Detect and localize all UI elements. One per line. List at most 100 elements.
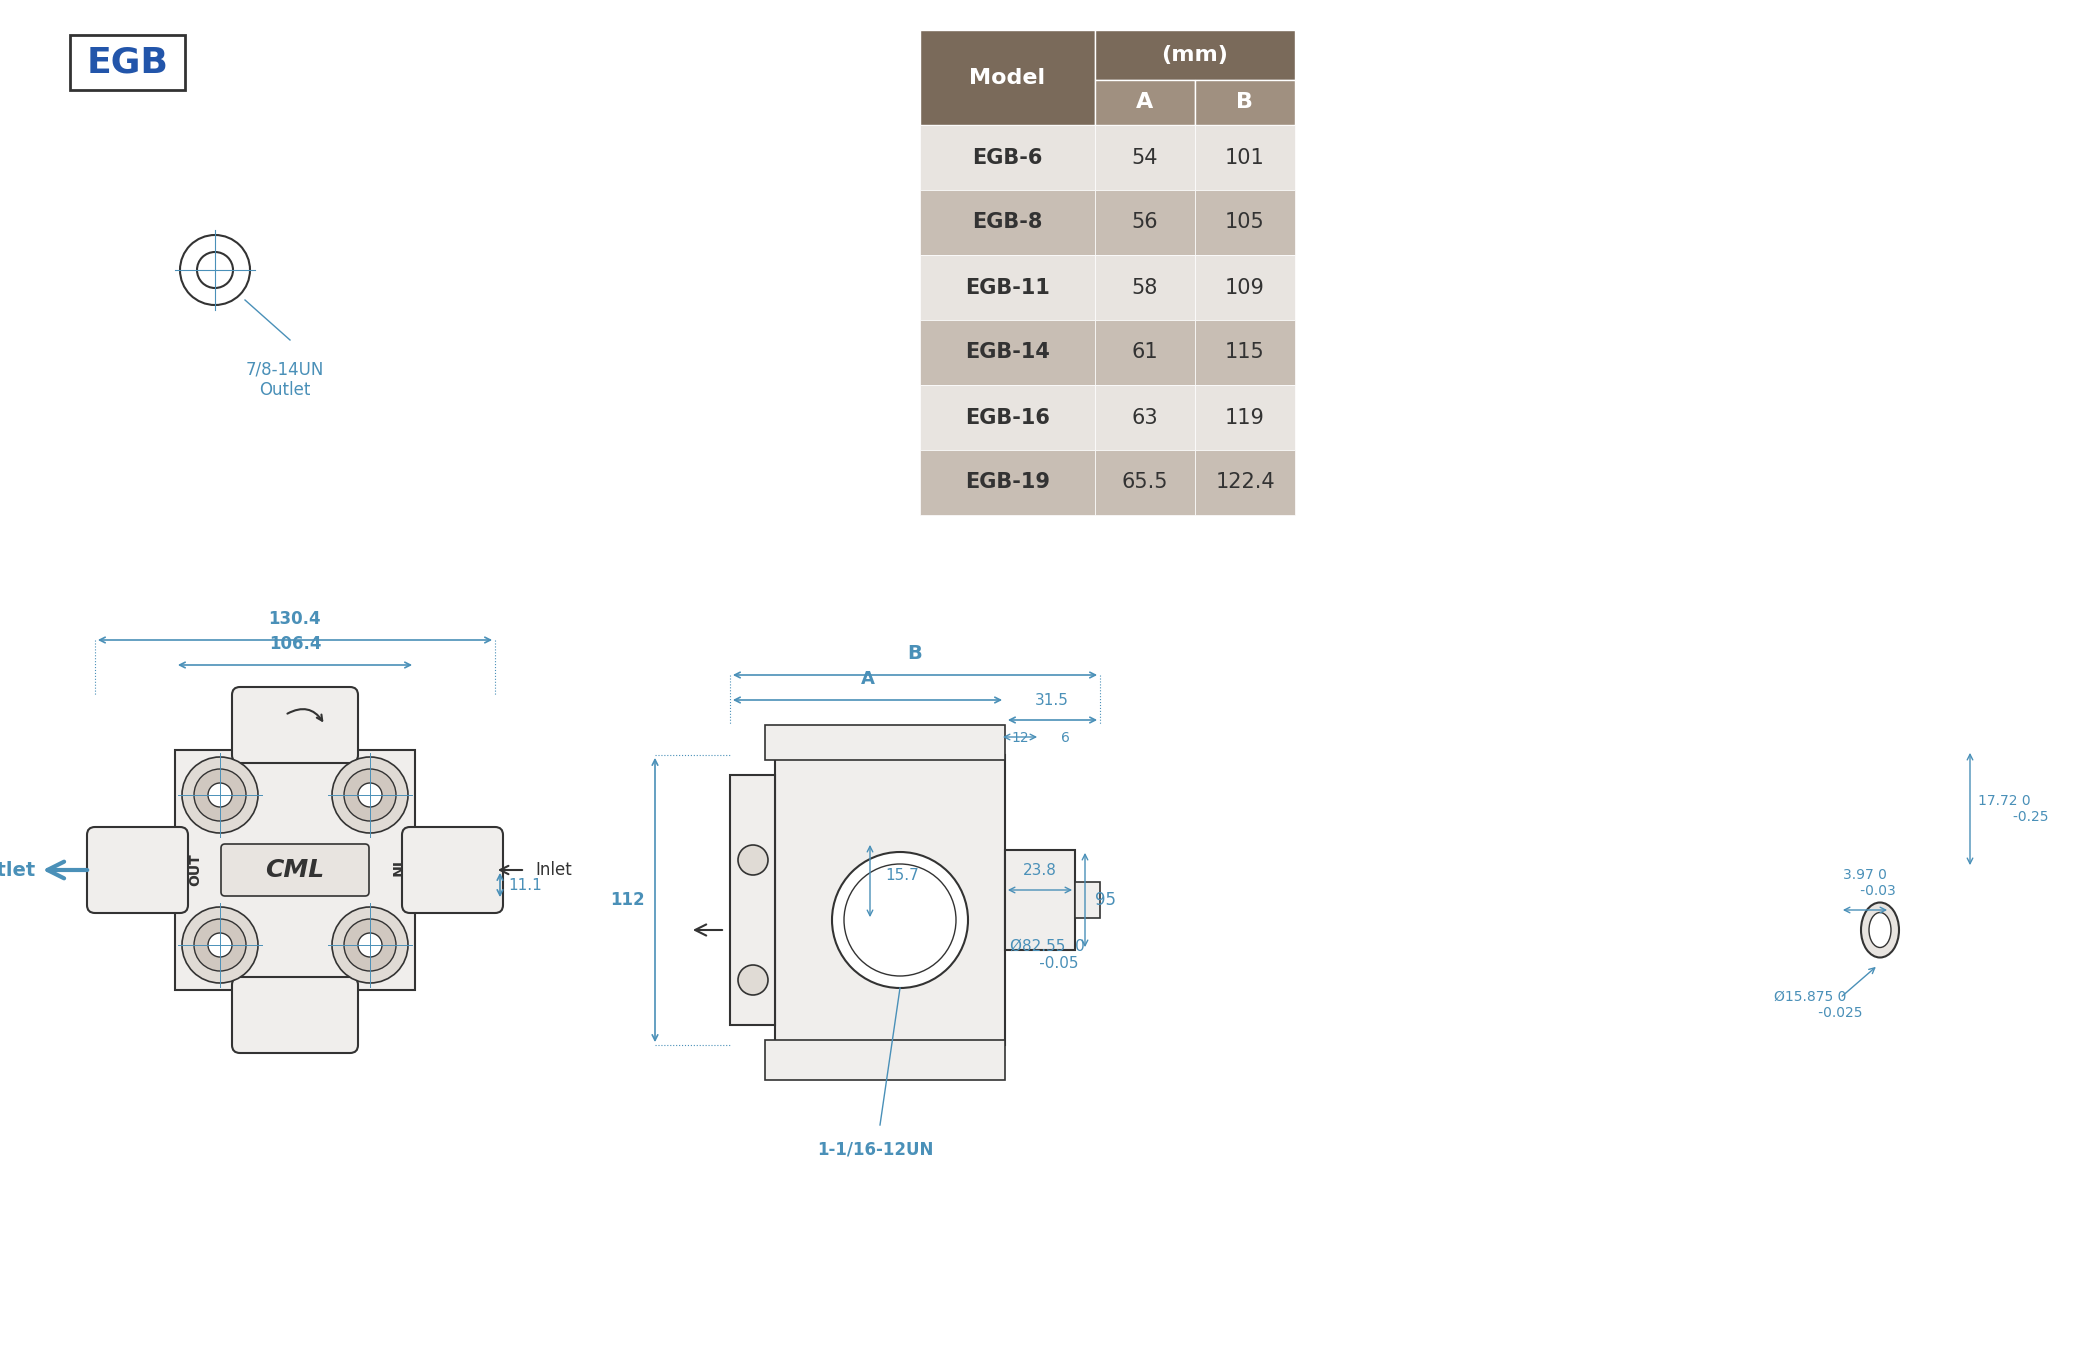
Text: 109: 109 <box>1225 278 1264 297</box>
Text: EGB-14: EGB-14 <box>965 343 1050 362</box>
Text: 105: 105 <box>1225 213 1264 232</box>
Bar <box>1196 80 1295 125</box>
Text: 56: 56 <box>1131 213 1158 232</box>
Text: EGB: EGB <box>87 46 168 80</box>
Text: 1-1/16-12UN: 1-1/16-12UN <box>816 1140 934 1158</box>
Text: 130.4: 130.4 <box>268 610 322 628</box>
Text: B: B <box>907 644 922 663</box>
Circle shape <box>332 907 409 983</box>
Text: EGB-6: EGB-6 <box>972 148 1042 168</box>
Text: 115: 115 <box>1225 343 1264 362</box>
Text: EGB-16: EGB-16 <box>965 408 1050 427</box>
Text: 17.72 0
        -0.25: 17.72 0 -0.25 <box>1978 793 2049 824</box>
Circle shape <box>845 864 957 976</box>
Bar <box>174 750 415 990</box>
Text: 112: 112 <box>610 891 646 909</box>
Text: Outlet: Outlet <box>0 861 35 880</box>
Text: 31.5: 31.5 <box>1036 693 1069 708</box>
Circle shape <box>193 769 245 820</box>
Text: 11.1: 11.1 <box>509 877 542 892</box>
Text: IN: IN <box>388 861 403 879</box>
Text: 101: 101 <box>1225 148 1264 168</box>
Bar <box>1094 190 1196 255</box>
Circle shape <box>832 852 967 989</box>
Text: 65.5: 65.5 <box>1121 472 1169 492</box>
Text: 61: 61 <box>1131 343 1158 362</box>
Bar <box>920 450 1094 515</box>
Circle shape <box>208 782 233 807</box>
Text: Ø15.875 0
              -0.025: Ø15.875 0 -0.025 <box>1756 990 1862 1020</box>
Text: 54: 54 <box>1131 148 1158 168</box>
Circle shape <box>183 907 257 983</box>
Bar <box>920 30 1094 125</box>
FancyBboxPatch shape <box>233 687 357 763</box>
Bar <box>920 385 1094 450</box>
Text: 6: 6 <box>1061 731 1069 744</box>
Bar <box>1094 320 1196 385</box>
Bar <box>920 255 1094 320</box>
Circle shape <box>357 782 382 807</box>
FancyBboxPatch shape <box>233 978 357 1054</box>
Bar <box>1196 320 1295 385</box>
Text: EGB-11: EGB-11 <box>965 278 1050 297</box>
Text: (mm): (mm) <box>1163 45 1229 65</box>
Text: B: B <box>1237 92 1254 113</box>
Text: EGB-19: EGB-19 <box>965 472 1050 492</box>
Bar <box>1094 385 1196 450</box>
Ellipse shape <box>1868 913 1891 948</box>
Circle shape <box>183 757 257 833</box>
Bar <box>1094 80 1196 125</box>
Text: 122.4: 122.4 <box>1214 472 1275 492</box>
Text: 106.4: 106.4 <box>268 635 322 654</box>
Text: 58: 58 <box>1131 278 1158 297</box>
Text: 3.97 0
      -0.03: 3.97 0 -0.03 <box>1833 868 1895 898</box>
Circle shape <box>193 919 245 971</box>
Bar <box>1094 255 1196 320</box>
Bar <box>1005 850 1075 951</box>
Bar <box>1094 450 1196 515</box>
Bar <box>1196 190 1295 255</box>
Circle shape <box>345 919 397 971</box>
Bar <box>1800 650 1999 1050</box>
Text: 63: 63 <box>1131 408 1158 427</box>
Bar <box>1094 125 1196 190</box>
Bar <box>1196 385 1295 450</box>
Circle shape <box>332 757 409 833</box>
Bar <box>764 1040 1005 1079</box>
Bar <box>920 190 1094 255</box>
Bar <box>1196 255 1295 320</box>
Bar <box>1075 881 1100 918</box>
Text: 15.7: 15.7 <box>884 868 920 884</box>
Text: A: A <box>862 670 874 687</box>
Text: 7/8-14UN
Outlet: 7/8-14UN Outlet <box>245 359 324 399</box>
Circle shape <box>208 933 233 957</box>
Bar <box>1196 450 1295 515</box>
Circle shape <box>357 933 382 957</box>
Bar <box>731 776 774 1025</box>
Circle shape <box>345 769 397 820</box>
FancyBboxPatch shape <box>220 843 370 896</box>
Text: 12: 12 <box>1011 731 1030 744</box>
Text: EGB-8: EGB-8 <box>972 213 1042 232</box>
Bar <box>1196 125 1295 190</box>
Text: A: A <box>1136 92 1154 113</box>
Text: Model: Model <box>969 68 1046 88</box>
Bar <box>920 320 1094 385</box>
Ellipse shape <box>1860 903 1900 957</box>
Bar <box>764 725 1005 759</box>
Text: 95: 95 <box>1094 891 1117 909</box>
Text: Inlet: Inlet <box>536 861 571 879</box>
Bar <box>920 125 1094 190</box>
FancyBboxPatch shape <box>403 827 502 913</box>
FancyBboxPatch shape <box>71 35 185 89</box>
Text: OUT: OUT <box>189 854 201 887</box>
Bar <box>774 755 1005 1045</box>
Circle shape <box>737 965 768 995</box>
Text: CML: CML <box>266 858 324 881</box>
Text: 23.8: 23.8 <box>1023 862 1057 877</box>
Bar <box>1094 30 1295 80</box>
Text: 119: 119 <box>1225 408 1264 427</box>
Circle shape <box>737 845 768 875</box>
Text: Ø82.55  0
      -0.05: Ø82.55 0 -0.05 <box>1011 938 1086 971</box>
FancyBboxPatch shape <box>87 827 189 913</box>
